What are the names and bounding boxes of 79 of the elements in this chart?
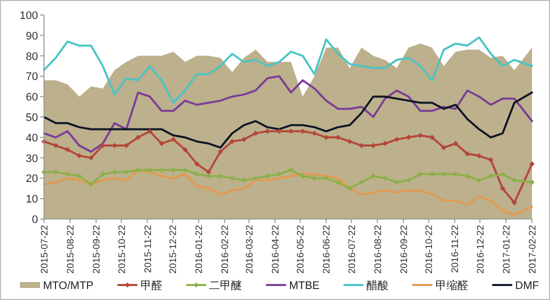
point [170,136,176,142]
point [288,167,294,173]
point [370,174,376,179]
x-tick-label: 2017-01-22 [501,225,512,274]
x-tick-label: 2016-09-22 [398,225,410,274]
point [88,182,94,187]
point [476,178,482,183]
point [76,174,82,179]
y-tick-label: 30 [26,152,38,165]
x-tick-label: 2015-10-22 [116,225,128,274]
y-tick-label: 50 [26,112,38,124]
y-tick-label: 20 [26,173,38,186]
legend-label: 甲醛 [140,279,162,292]
point [464,174,470,179]
legend-label: MTO/MTP [43,280,94,292]
x-tick-label: 2015-11-22 [142,225,154,273]
legend-label: DMF [515,280,540,292]
y-tick-label: 100 [20,10,38,22]
point [182,147,188,152]
point [64,147,70,152]
y-tick-label: 0 [32,214,38,226]
point [347,138,352,144]
x-tick-label: 2016-08-22 [372,225,384,274]
point [488,157,494,162]
point [218,149,223,154]
point [500,186,506,191]
point [241,136,247,142]
y-tick-label: 40 [26,132,38,144]
point [335,180,341,185]
x-tick-label: 2016-11-22 [450,225,462,273]
x-tick-label: 2015-12-22 [168,225,180,274]
point [76,153,82,158]
point [488,174,494,179]
point [500,172,506,177]
point [512,200,517,206]
point [418,132,423,138]
y-tick-label: 90 [26,30,38,42]
x-tick-label: 2015-08-22 [66,225,77,274]
y-tick-label: 80 [26,50,38,63]
x-tick-label: 2016-02-22 [220,225,232,274]
y-tick-label: 10 [26,194,38,206]
point [53,142,58,148]
point [253,130,258,136]
legend-label: 醋酸 [366,280,388,292]
point [276,172,282,177]
point [230,138,235,144]
x-tick-label: 2015-07-22 [40,225,50,274]
point [158,140,164,146]
x-tick-label: 2016-06-22 [322,225,333,274]
point [253,176,258,181]
y-tick-label: 70 [26,71,38,84]
x-tick-label: 2015-09-22 [92,225,103,274]
point [441,145,446,150]
point [358,180,364,185]
point [529,161,535,167]
legend-label: MTBE [289,280,320,292]
point [347,186,352,191]
point [452,140,458,146]
point [135,134,141,140]
legend-label: 二甲醚 [209,280,242,292]
x-tick-label: 2017-02-22 [528,225,538,274]
point [464,151,470,156]
point [147,128,152,134]
point [382,176,388,181]
x-tick-label: 2016-07-22 [346,225,358,274]
point [194,161,200,167]
x-tick-label: 2016-10-22 [424,225,436,274]
legend-label: 甲缩醛 [435,279,468,292]
point [512,178,517,183]
x-tick-label: 2016-01-22 [194,225,206,274]
point [312,130,318,136]
y-tick-label: 60 [26,92,38,104]
x-tick-label: 2016-05-22 [296,225,307,274]
x-tick-label: 2016-04-22 [270,225,282,274]
x-tick-label: 2016-12-22 [475,225,486,274]
point [194,172,200,177]
point [394,136,400,142]
x-tick-label: 2016-03-22 [244,225,256,274]
point [100,172,106,177]
